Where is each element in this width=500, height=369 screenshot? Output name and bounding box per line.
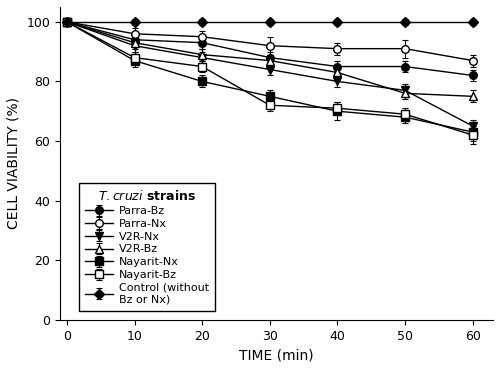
Legend: Parra-Bz, Parra-Nx, V2R-Nx, V2R-Bz, Nayarit-Nx, Nayarit-Bz, Control (without
Bz : Parra-Bz, Parra-Nx, V2R-Nx, V2R-Bz, Naya…	[78, 183, 216, 311]
Y-axis label: CELL VIABILITY (%): CELL VIABILITY (%)	[7, 97, 21, 230]
X-axis label: TIME (min): TIME (min)	[240, 348, 314, 362]
